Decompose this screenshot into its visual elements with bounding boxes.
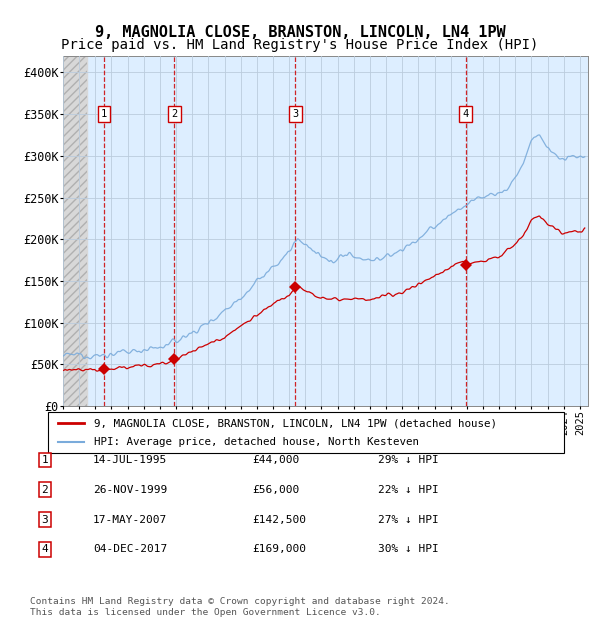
Text: 04-DEC-2017: 04-DEC-2017 [93,544,167,554]
Text: 9, MAGNOLIA CLOSE, BRANSTON, LINCOLN, LN4 1PW (detached house): 9, MAGNOLIA CLOSE, BRANSTON, LINCOLN, LN… [94,418,497,428]
Text: Price paid vs. HM Land Registry's House Price Index (HPI): Price paid vs. HM Land Registry's House … [61,38,539,53]
Text: £169,000: £169,000 [252,544,306,554]
Text: 3: 3 [292,109,298,119]
Text: Contains HM Land Registry data © Crown copyright and database right 2024.
This d: Contains HM Land Registry data © Crown c… [30,598,450,617]
Bar [63,56,87,406]
Text: £44,000: £44,000 [252,455,299,465]
Text: 4: 4 [463,109,469,119]
Text: 22% ↓ HPI: 22% ↓ HPI [378,485,439,495]
Text: 1: 1 [101,109,107,119]
Text: 4: 4 [41,544,49,554]
Text: 14-JUL-1995: 14-JUL-1995 [93,455,167,465]
Text: 27% ↓ HPI: 27% ↓ HPI [378,515,439,525]
Text: 3: 3 [41,515,49,525]
Bar [63,56,87,406]
Text: 9, MAGNOLIA CLOSE, BRANSTON, LINCOLN, LN4 1PW: 9, MAGNOLIA CLOSE, BRANSTON, LINCOLN, LN… [95,25,505,40]
Text: £56,000: £56,000 [252,485,299,495]
Text: 30% ↓ HPI: 30% ↓ HPI [378,544,439,554]
Text: 29% ↓ HPI: 29% ↓ HPI [378,455,439,465]
Text: 2: 2 [172,109,178,119]
Text: 1: 1 [41,455,49,465]
Text: 26-NOV-1999: 26-NOV-1999 [93,485,167,495]
Text: £142,500: £142,500 [252,515,306,525]
Text: 2: 2 [41,485,49,495]
Text: 17-MAY-2007: 17-MAY-2007 [93,515,167,525]
Text: HPI: Average price, detached house, North Kesteven: HPI: Average price, detached house, Nort… [94,436,419,447]
